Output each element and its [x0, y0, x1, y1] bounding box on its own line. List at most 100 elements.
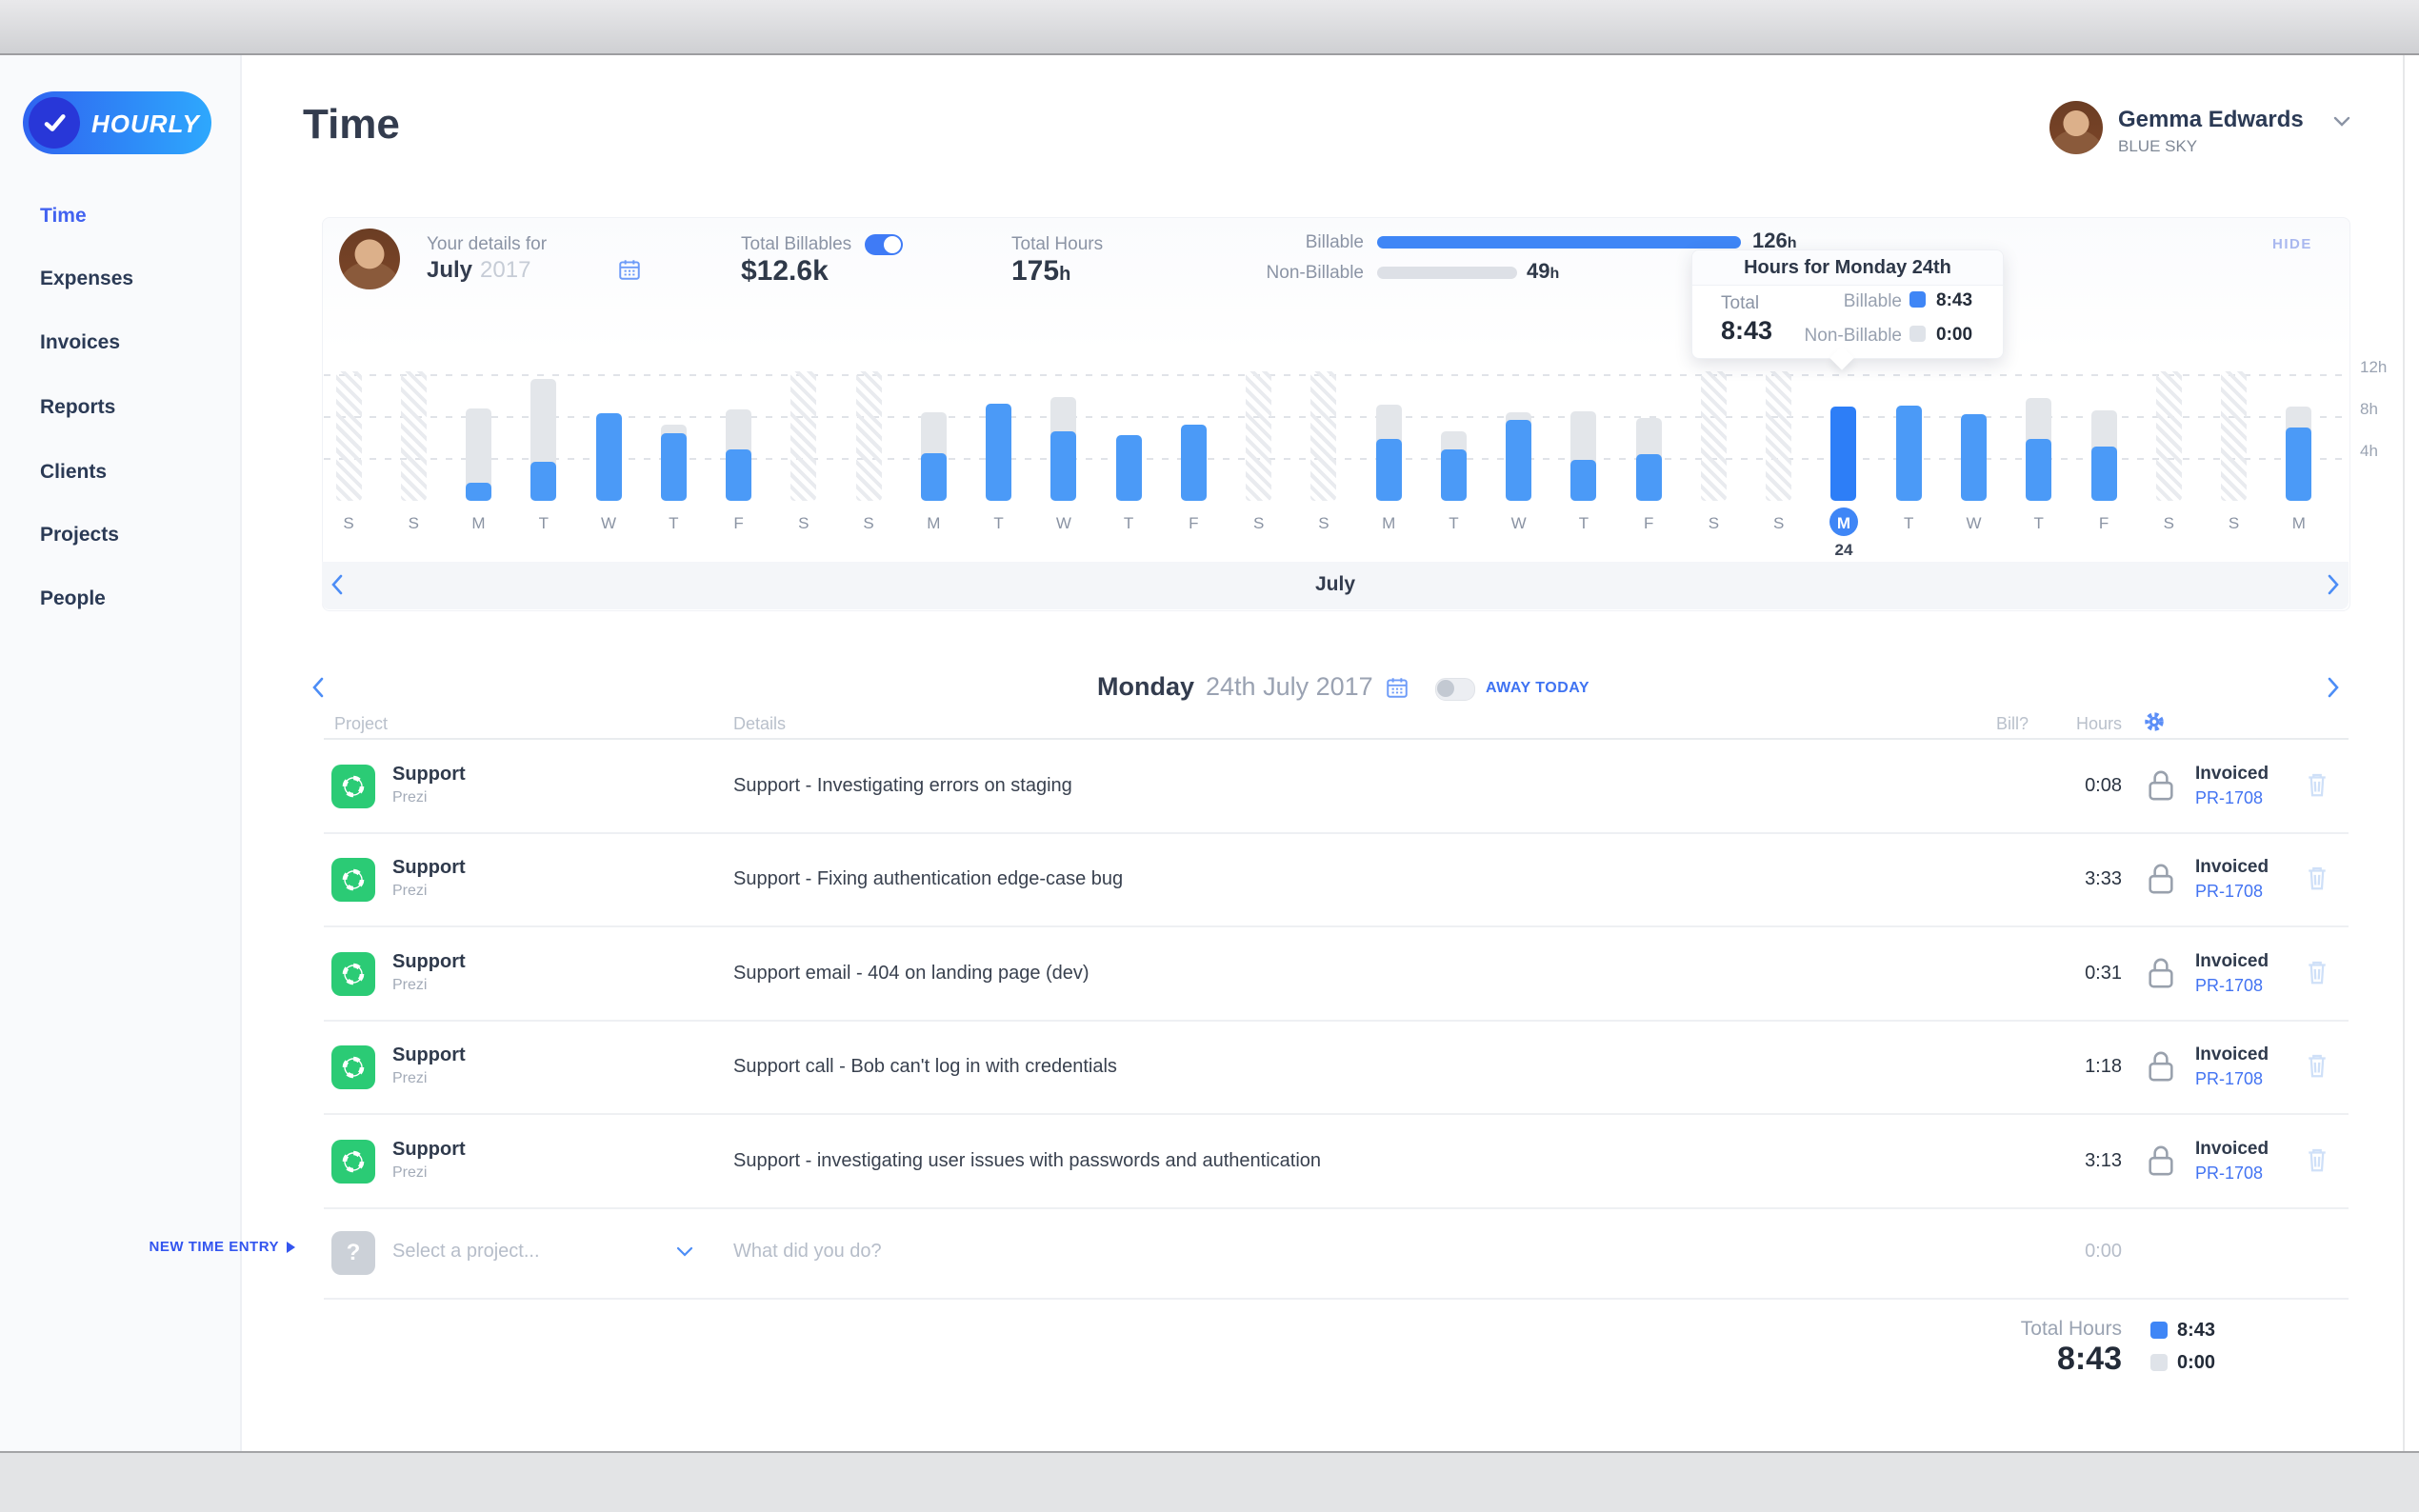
chart-day-label[interactable]: S — [1252, 514, 1265, 532]
chart-day-column[interactable] — [2026, 371, 2052, 501]
chart-day-label[interactable]: W — [1966, 514, 1982, 532]
details-input[interactable]: What did you do? — [733, 1241, 882, 1262]
chart-day-label[interactable]: M — [471, 514, 486, 532]
chart-day-label[interactable]: F — [1189, 514, 1199, 532]
time-entry-row[interactable]: Support Prezi Support call - Bob can't l… — [324, 1021, 2349, 1115]
entry-hours[interactable]: 1:18 — [2085, 1056, 2122, 1077]
chart-day-label[interactable]: W — [601, 514, 617, 532]
chart-day-column[interactable] — [2286, 371, 2312, 501]
chevron-down-icon[interactable] — [2333, 116, 2350, 128]
calendar-icon[interactable] — [617, 257, 642, 282]
chart-day-column[interactable] — [1635, 371, 1662, 501]
chart-day-column[interactable] — [595, 371, 622, 501]
sidebar-item-projects[interactable]: Projects — [40, 524, 119, 546]
chart-day-column[interactable] — [1895, 371, 1922, 501]
entry-hours[interactable]: 3:13 — [2085, 1150, 2122, 1171]
chart-day-column[interactable] — [1830, 371, 1857, 501]
chart-day-column[interactable] — [660, 371, 687, 501]
chart-day-label[interactable]: T — [993, 514, 1004, 532]
entry-details[interactable]: Support call - Bob can't log in with cre… — [733, 1056, 1117, 1077]
table-settings-gear-icon[interactable] — [2143, 710, 2166, 733]
billables-toggle[interactable] — [865, 234, 903, 255]
chart-day-label[interactable]: S — [2228, 514, 2240, 532]
hide-button[interactable]: HIDE — [2272, 236, 2312, 252]
chart-day-label[interactable]: S — [1318, 514, 1329, 532]
prev-day-chevron-icon[interactable] — [310, 676, 326, 699]
invoice-link[interactable]: PR-1708 — [2195, 976, 2264, 995]
chart-day-column[interactable] — [530, 371, 557, 501]
invoice-link[interactable]: PR-1708 — [2195, 788, 2264, 807]
time-entry-row[interactable]: Support Prezi Support - Investigating er… — [324, 740, 2349, 834]
chart-day-label[interactable]: S — [798, 514, 810, 532]
chart-day-label[interactable]: S — [1773, 514, 1785, 532]
trash-icon[interactable] — [2305, 958, 2329, 986]
chart-day-label[interactable]: W — [1510, 514, 1527, 532]
chart-day-column[interactable] — [466, 371, 492, 501]
trash-icon[interactable] — [2305, 1145, 2329, 1174]
hours-input[interactable]: 0:00 — [2085, 1241, 2122, 1262]
sidebar-item-invoices[interactable]: Invoices — [40, 331, 121, 353]
trash-icon[interactable] — [2305, 864, 2329, 892]
chart-day-label[interactable]: M — [2291, 514, 2306, 532]
chart-day-column[interactable] — [920, 371, 947, 501]
time-entry-row[interactable]: Support Prezi Support email - 404 on lan… — [324, 927, 2349, 1022]
chart-day-label[interactable]: T — [1578, 514, 1589, 532]
chart-day-label[interactable]: T — [2033, 514, 2044, 532]
entry-hours[interactable]: 3:33 — [2085, 868, 2122, 889]
chart-day-label[interactable]: S — [1708, 514, 1720, 532]
project-select[interactable]: Select a project... — [392, 1241, 540, 1262]
chart-day-label[interactable]: T — [669, 514, 679, 532]
sidebar-item-reports[interactable]: Reports — [40, 396, 116, 418]
chart-day-label[interactable]: S — [2163, 514, 2174, 532]
selected-day-circle[interactable] — [1829, 507, 1858, 536]
time-entry-row[interactable]: Support Prezi Support - Fixing authentic… — [324, 833, 2349, 927]
chart-day-label[interactable]: M — [1382, 514, 1396, 532]
chart-day-column[interactable] — [986, 371, 1012, 501]
chart-day-label[interactable]: M — [927, 514, 941, 532]
time-entry-row[interactable]: Support Prezi Support - investigating us… — [324, 1115, 2349, 1209]
entry-hours[interactable]: 0:08 — [2085, 775, 2122, 796]
away-today-toggle[interactable] — [1435, 678, 1475, 701]
chart-day-label[interactable]: T — [538, 514, 549, 532]
selected-date[interactable]: Monday 24th July 2017 — [1097, 672, 1409, 702]
calendar-icon[interactable] — [1385, 675, 1409, 700]
hourly-logo[interactable]: HOURLY — [23, 91, 211, 154]
chart-day-column[interactable] — [726, 371, 752, 501]
chart-day-column[interactable] — [1375, 371, 1402, 501]
invoice-link[interactable]: PR-1708 — [2195, 1069, 2264, 1088]
entry-details[interactable]: Support - Investigating errors on stagin… — [733, 775, 1072, 796]
next-month-chevron-icon[interactable] — [2326, 573, 2341, 596]
chart-day-column[interactable] — [2090, 371, 2117, 501]
entry-hours[interactable]: 0:31 — [2085, 963, 2122, 984]
chart-day-label[interactable]: F — [2098, 514, 2109, 532]
chart-day-label[interactable]: F — [733, 514, 744, 532]
trash-icon[interactable] — [2305, 770, 2329, 799]
chart-day-label[interactable]: T — [1449, 514, 1459, 532]
chart-day-column[interactable] — [1506, 371, 1532, 501]
chart-day-label[interactable]: M — [1836, 514, 1851, 532]
trash-icon[interactable] — [2305, 1051, 2329, 1080]
sidebar-item-people[interactable]: People — [40, 587, 106, 609]
user-avatar[interactable] — [2049, 101, 2103, 154]
chart-day-column[interactable] — [1050, 371, 1077, 501]
sidebar-item-clients[interactable]: Clients — [40, 461, 108, 483]
chart-day-label[interactable]: S — [343, 514, 354, 532]
invoice-link[interactable]: PR-1708 — [2195, 1164, 2264, 1183]
invoice-link[interactable]: PR-1708 — [2195, 882, 2264, 901]
chart-day-label[interactable]: W — [1055, 514, 1071, 532]
select-chevron-down-icon[interactable] — [676, 1246, 693, 1258]
sidebar-item-time[interactable]: Time — [40, 205, 87, 227]
sidebar-item-expenses[interactable]: Expenses — [40, 268, 134, 289]
chart-day-label[interactable]: F — [1643, 514, 1654, 532]
entry-details[interactable]: Support - Fixing authentication edge-cas… — [733, 868, 1124, 889]
chart-day-label[interactable]: T — [1904, 514, 1914, 532]
next-day-chevron-icon[interactable] — [2326, 676, 2341, 699]
chart-day-label[interactable]: S — [408, 514, 419, 532]
chart-day-label[interactable]: T — [1123, 514, 1134, 532]
chart-day-column[interactable] — [1440, 371, 1467, 501]
prev-month-chevron-icon[interactable] — [330, 573, 345, 596]
chart-day-column[interactable] — [1115, 371, 1142, 501]
away-today-label[interactable]: AWAY TODAY — [1486, 680, 1590, 696]
new-time-entry-button[interactable]: NEW TIME ENTRY — [143, 1239, 295, 1255]
user-name[interactable]: Gemma Edwards — [2118, 107, 2304, 132]
